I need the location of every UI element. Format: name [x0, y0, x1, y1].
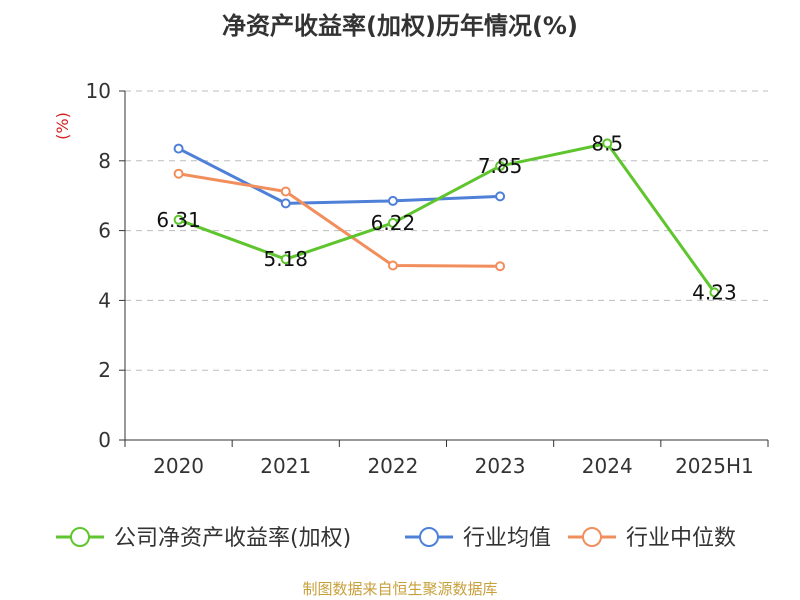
series-1-point-2022: [387, 195, 398, 206]
chart-title: 净资产收益率(加权)历年情况(%): [222, 12, 578, 40]
series-1-point-2023: [495, 191, 506, 202]
series-line-1: [177, 147, 501, 205]
data-label-2020: 6.31: [156, 208, 201, 232]
axes: 0 2 4 6 8 10 2020 2021 2022 2023 2024 2025H1: [86, 79, 769, 478]
y-tick-label-6: 6: [98, 219, 111, 243]
y-tick-label-8: 8: [98, 149, 111, 173]
y-tick-label-2: 2: [98, 358, 111, 382]
source-note: 制图数据来自恒生聚源数据库: [302, 580, 498, 598]
series-0-point-2025H1: [709, 287, 720, 298]
x-tick-label-2024: 2024: [582, 454, 633, 478]
series-lines: [173, 138, 720, 298]
series-1-point-2020: [173, 143, 184, 154]
legend-marker-0: [70, 527, 90, 547]
legend-label-1: 行业均值: [463, 526, 551, 551]
series-2-point-2020: [173, 168, 184, 179]
x-tick-label-2021: 2021: [260, 454, 311, 478]
legend-label-0: 公司净资产收益率(加权): [114, 526, 351, 551]
legend-label-2: 行业中位数: [626, 526, 736, 551]
y-tick-label-4: 4: [98, 288, 111, 312]
y-tick-label-0: 0: [98, 428, 111, 452]
x-tick-label-2023: 2023: [475, 454, 526, 478]
series-2-point-2023: [495, 261, 506, 272]
series-2-point-2022: [387, 260, 398, 271]
series-0-point-2023: [495, 161, 506, 172]
data-label-2025H1: 4.23: [692, 280, 737, 304]
legend-marker-1: [419, 527, 439, 547]
series-1-point-2021: [280, 198, 291, 209]
series-0-point-2022: [387, 217, 398, 228]
data-label-2021: 5.18: [263, 247, 308, 271]
y-tick-label-10: 10: [86, 79, 111, 103]
x-tick-label-2022: 2022: [367, 454, 418, 478]
legend: 公司净资产收益率(加权) 行业均值 行业中位数: [56, 526, 736, 551]
series-0-point-2024: [602, 138, 613, 149]
data-label-2024: 8.5: [591, 131, 623, 155]
x-tick-label-2025H1: 2025H1: [675, 454, 754, 478]
series-line-2: [178, 172, 501, 268]
y-axis-unit-label: (%): [53, 112, 72, 140]
legend-marker-2: [582, 527, 602, 547]
series-line-0: [178, 141, 716, 294]
data-label-2022: 6.22: [371, 211, 416, 235]
data-labels: 6.31 5.18 6.22 7.85 8.5 4.23: [156, 131, 736, 304]
series-2-point-2021: [280, 186, 291, 197]
series-0-point-2021: [280, 254, 291, 265]
data-label-2023: 7.85: [478, 154, 523, 178]
grid-lines: [125, 90, 768, 371]
x-tick-label-2020: 2020: [153, 454, 204, 478]
series-0-point-2020: [173, 214, 184, 225]
